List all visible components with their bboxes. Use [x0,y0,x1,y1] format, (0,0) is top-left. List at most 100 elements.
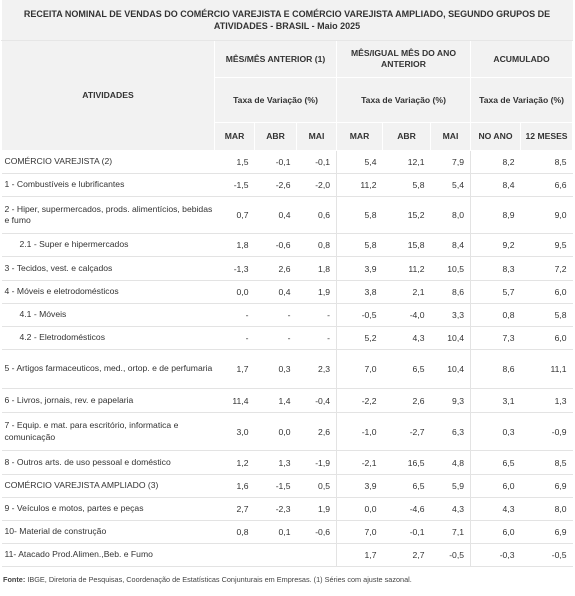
cell-value: 15,2 [382,196,431,234]
cell-value: -0,9 [520,412,573,451]
cell-value: 7,9 [430,150,471,174]
cell-value: 0,8 [470,303,521,327]
row-label: 5 - Artigos farmaceuticos, med., ortop. … [1,349,215,389]
cell-value: 0,0 [336,497,383,521]
col-header-12-meses: 12 MESES [519,122,574,151]
cell-value: -1,5 [214,173,255,197]
cell-value: -2,7 [382,412,431,451]
cell-value: 1,2 [214,450,255,475]
cell-value: 10,5 [430,256,471,281]
cell-value: 2,3 [296,349,337,389]
cell-value: 6,0 [520,280,573,304]
table-row: 2 - Hiper, supermercados, prods. aliment… [1,196,573,234]
cell-value: 8,3 [470,256,521,281]
sales-table: RECEITA NOMINAL DE VENDAS DO COMÉRCIO VA… [1,0,574,567]
col-header-abr-2: ABR [382,122,431,151]
cell-value: 4,8 [430,450,471,475]
cell-value: 5,8 [336,196,383,234]
cell-value: -0,3 [470,543,521,567]
cell-value [254,543,297,567]
cell-value: - [296,303,337,327]
table-row: COMÉRCIO VAREJISTA (2) 1,5 -0,1 -0,1 5,4… [1,150,573,174]
cell-value: 2,6 [382,388,431,413]
source-note: Fonte: IBGE, Diretoria de Pesquisas, Coo… [3,575,412,584]
cell-value: 1,3 [520,388,573,413]
cell-value: 2,1 [382,280,431,304]
col-header-mai-1: MAI [296,122,337,151]
cell-value: 3,0 [214,412,255,451]
cell-value: 2,6 [254,256,297,281]
cell-value: 6,9 [520,474,573,498]
cell-value: -2,3 [254,497,297,521]
col-group-mes-anterior: MÊS/MÊS ANTERIOR (1) [214,40,337,78]
cell-value: 5,7 [470,280,521,304]
table-row: 4 - Móveis e eletrodomésticos 0,0 0,4 1,… [1,280,573,304]
cell-value: 10,4 [430,349,471,389]
cell-value: 5,2 [336,326,383,350]
cell-value: 1,7 [336,543,383,567]
cell-value: -2,6 [254,173,297,197]
cell-value: 2,6 [296,412,337,451]
cell-value: 16,5 [382,450,431,475]
row-label: 1 - Combustíveis e lubrificantes [1,173,215,197]
col-header-abr-1: ABR [254,122,297,151]
cell-value: 5,9 [430,474,471,498]
cell-value: -4,6 [382,497,431,521]
row-label: 2 - Hiper, supermercados, prods. aliment… [1,196,215,234]
cell-value: 3,9 [336,474,383,498]
cell-value: -0,4 [296,388,337,413]
cell-value: 11,2 [336,173,383,197]
cell-value: 0,4 [254,280,297,304]
row-label: 4.1 - Móveis [1,303,215,327]
cell-value: 6,5 [382,349,431,389]
cell-value: 0,3 [254,349,297,389]
cell-value: 2,7 [382,543,431,567]
cell-value: - [214,326,255,350]
cell-value: 3,1 [470,388,521,413]
cell-value: 5,8 [336,233,383,257]
cell-value: 6,9 [520,520,573,544]
cell-value [296,543,337,567]
cell-value: 8,6 [430,280,471,304]
cell-value: -2,1 [336,450,383,475]
cell-value: 1,8 [214,233,255,257]
row-label: 6 - Livros, jornais, rev. e papelaria [1,388,215,413]
row-label: COMÉRCIO VAREJISTA AMPLIADO (3) [1,474,215,498]
cell-value: -0,1 [382,520,431,544]
col-header-mar-1: MAR [214,122,255,151]
cell-value: 1,9 [296,497,337,521]
cell-value: -2,2 [336,388,383,413]
taxa-label-3: Taxa de Variação (%) [469,77,574,123]
cell-value: 0,3 [470,412,521,451]
cell-value: - [214,303,255,327]
cell-value: 8,5 [520,450,573,475]
cell-value: -0,5 [520,543,573,567]
table-row: 2.1 - Super e hipermercados 1,8 -0,6 0,8… [1,233,573,257]
cell-value: 9,3 [430,388,471,413]
cell-value: 8,2 [470,150,521,174]
cell-value: -1,3 [214,256,255,281]
cell-value: 1,6 [214,474,255,498]
cell-value: 3,8 [336,280,383,304]
cell-value: 15,8 [382,233,431,257]
cell-value: 5,4 [430,173,471,197]
table-row: 3 - Tecidos, vest. e calçados -1,3 2,6 1… [1,256,573,281]
col-group-mes-ano-anterior: MÊS/IGUAL MÊS DO ANO ANTERIOR [336,40,471,78]
cell-value: -1,5 [254,474,297,498]
cell-value: 1,7 [214,349,255,389]
cell-value: -2,0 [296,173,337,197]
cell-value: -0,1 [254,150,297,174]
row-label: 8 - Outros arts. de uso pessoal e domést… [1,450,215,475]
cell-value: 8,0 [520,497,573,521]
cell-value: 3,9 [336,256,383,281]
row-label: 7 - Equip. e mat. para escritório, infor… [1,412,215,451]
col-header-atividades: ATIVIDADES [1,40,215,151]
table-row: COMÉRCIO VAREJISTA AMPLIADO (3) 1,6 -1,5… [1,474,573,498]
cell-value: 0,1 [254,520,297,544]
table-row: 5 - Artigos farmaceuticos, med., ortop. … [1,349,573,389]
taxa-label-2: Taxa de Variação (%) [336,77,471,123]
cell-value: -0,1 [296,150,337,174]
cell-value: 8,9 [470,196,521,234]
cell-value: 9,5 [520,233,573,257]
cell-value: 5,8 [382,173,431,197]
